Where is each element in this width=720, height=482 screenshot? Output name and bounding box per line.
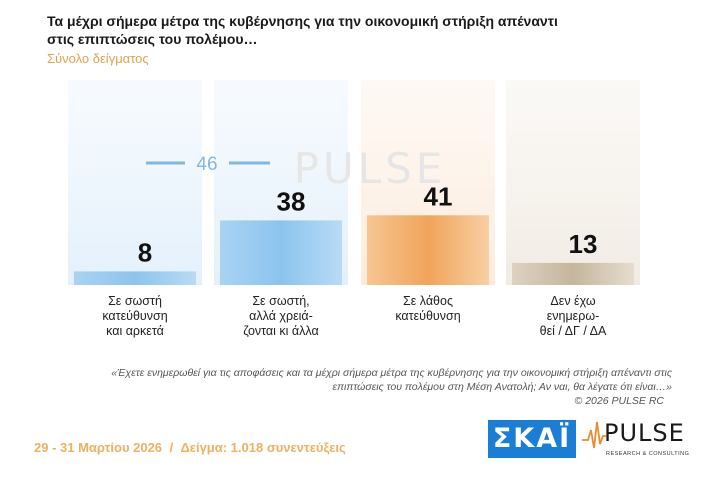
footer: 29 - 31 Μαρτίου 2026 / Δείγμα: 1.018 συν… <box>34 440 346 455</box>
skai-logo: ΣΚΑΪ <box>488 420 576 458</box>
pulse-wordmark: PULSE <box>604 419 685 447</box>
bar-value-label-1: 8 <box>138 237 152 267</box>
bar-panel-4 <box>506 80 640 285</box>
footer-sample: Δείγμα: 1.018 συνεντεύξεις <box>180 440 346 455</box>
pulse-tagline: RESEARCH & CONSULTING <box>606 451 690 457</box>
watermark: PULSE <box>294 144 447 193</box>
bracket-total-label: 46 <box>196 154 217 175</box>
pulse-logo: PULSE RESEARCH & CONSULTING <box>582 418 692 464</box>
footer-dates: 29 - 31 Μαρτίου 2026 <box>34 440 163 455</box>
bar-panel-1 <box>68 80 202 285</box>
category-label-4: Δεν έχω ενημερω-θεί / ΔΓ / ΔΑ <box>540 294 607 338</box>
chart-subtitle: Σύνολο δείγματος <box>47 51 149 66</box>
category-label-1: Σε σωστή κατεύθυνση και αρκετά <box>102 294 167 338</box>
bar-value-label-2: 38 <box>277 186 306 216</box>
bar-value-label-4: 13 <box>569 229 598 259</box>
pulse-wave-icon <box>582 421 606 449</box>
bar-1 <box>74 271 196 285</box>
bar-3 <box>367 215 489 285</box>
question-note: «Έχετε ενημερωθεί για τις αποφάσεις και … <box>111 367 672 393</box>
bar-2 <box>220 220 342 285</box>
category-label-3: Σε λάθος κατεύθυνση <box>395 294 460 323</box>
copyright: © 2026 PULSE RC <box>574 395 664 407</box>
bar-value-label-3: 41 <box>424 181 453 211</box>
chart-title: Τα μέχρι σήμερα μέτρα της κυβέρνησης για… <box>47 13 558 47</box>
bar-chart: PULSE 46 8 Σε σωστή κατεύθυνση και αρκετά 38… <box>68 80 640 338</box>
category-label-2: Σε σωστή, αλλά χρειά-ζονται κι άλλα <box>243 294 318 338</box>
footer-separator: / <box>169 440 174 455</box>
bar-4 <box>512 262 634 285</box>
